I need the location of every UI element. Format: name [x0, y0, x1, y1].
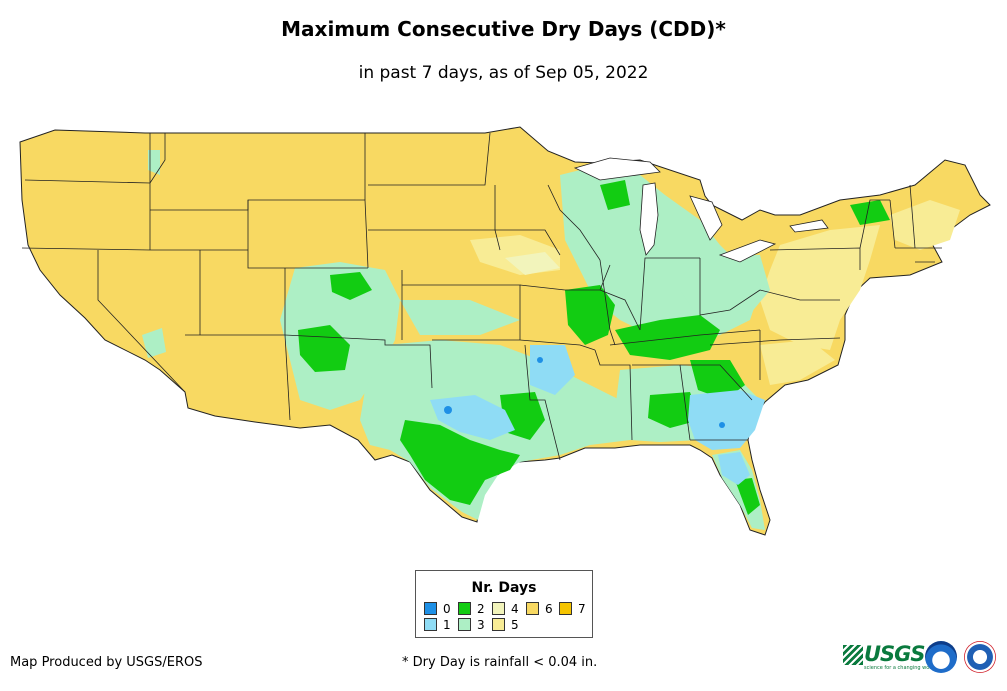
patch-2day-texas: [400, 420, 520, 505]
map-credit: Map Produced by USGS/EROS: [10, 655, 203, 670]
patch-4day-nebraska: [505, 252, 560, 275]
moisture-patches: [142, 150, 960, 530]
legend-item-1: 1: [424, 618, 451, 632]
patch-1day-florida: [718, 452, 750, 485]
map-title: Maximum Consecutive Dry Days (CDD)*: [281, 17, 726, 41]
legend-item-3: 3: [458, 618, 485, 632]
legend-item-0: 0: [424, 602, 451, 616]
nws-logo: [964, 641, 996, 673]
patch-3day-nevada: [142, 328, 166, 358]
legend-title: Nr. Days: [471, 580, 537, 596]
usgs-logo: USGS science for a changing world: [843, 642, 936, 671]
dry-day-footnote: * Dry Day is rainfall < 0.04 in.: [402, 655, 598, 670]
patch-3day-kansas: [400, 300, 520, 335]
noaa-logo: [925, 641, 957, 673]
legend-label-6: 6: [545, 602, 553, 616]
patch-3day-texas-west: [385, 345, 420, 380]
legend-item-5: 5: [492, 618, 519, 632]
lake-michigan: [639, 182, 659, 256]
conus-land: [19, 126, 991, 536]
patch-3day-idaho: [148, 150, 160, 175]
usgs-wave-icon: [843, 645, 863, 665]
legend-swatch-0: [424, 602, 437, 615]
patch-2day-colorado: [330, 272, 372, 300]
legend-label-0: 0: [443, 602, 451, 616]
legend-item-2: 2: [458, 602, 485, 616]
patch-5day-carolina: [760, 340, 835, 385]
legend-swatch-2: [458, 602, 471, 615]
patch-2day-alabama: [690, 360, 745, 400]
legend-swatch-4: [492, 602, 505, 615]
lake-erie: [718, 239, 777, 263]
state-borders: [21, 132, 942, 461]
patch-1day-texas: [430, 395, 515, 440]
legend-label-7: 7: [578, 602, 586, 616]
lake-superior: [573, 157, 661, 181]
patch-5day-newengland: [890, 200, 960, 250]
legend-swatch-6: [526, 602, 539, 615]
legend-swatch-7: [559, 602, 572, 615]
patch-0day-spot: [537, 357, 543, 363]
legend: Nr. Days 0 1 2 3 4 5 6 7: [415, 570, 593, 638]
legend-label-5: 5: [511, 618, 519, 632]
patch-2day-arkansas: [565, 285, 615, 345]
lake-ontario: [789, 219, 829, 233]
patch-0day-spot: [444, 406, 452, 414]
patch-2day-tennessee: [615, 315, 720, 360]
legend-label-2: 2: [477, 602, 485, 616]
legend-label-4: 4: [511, 602, 519, 616]
patch-0day-spot: [719, 422, 725, 428]
patch-5day-northeast: [760, 225, 880, 350]
great-lakes: [573, 157, 829, 263]
patch-2day-newmexico: [298, 325, 350, 372]
legend-swatch-5: [492, 618, 505, 631]
patch-2day-michigan: [600, 180, 630, 210]
legend-item-4: 4: [492, 602, 519, 616]
usgs-logo-text: USGS: [864, 642, 926, 666]
legend-label-3: 3: [477, 618, 485, 632]
legend-swatch-1: [424, 618, 437, 631]
patch-2day-florida: [735, 478, 760, 515]
patch-3day-ohio: [680, 255, 770, 320]
legend-item-7: 7: [559, 602, 586, 616]
legend-item-6: 6: [526, 602, 553, 616]
legend-label-1: 1: [443, 618, 451, 632]
map-subtitle: in past 7 days, as of Sep 05, 2022: [358, 63, 649, 83]
lake-huron: [689, 195, 723, 241]
patch-1day-southeast: [688, 390, 765, 450]
legend-swatch-3: [458, 618, 471, 631]
conus-map: [19, 126, 991, 536]
usgs-tagline: science for a changing world: [864, 665, 936, 671]
patch-2day-ny: [850, 200, 890, 225]
